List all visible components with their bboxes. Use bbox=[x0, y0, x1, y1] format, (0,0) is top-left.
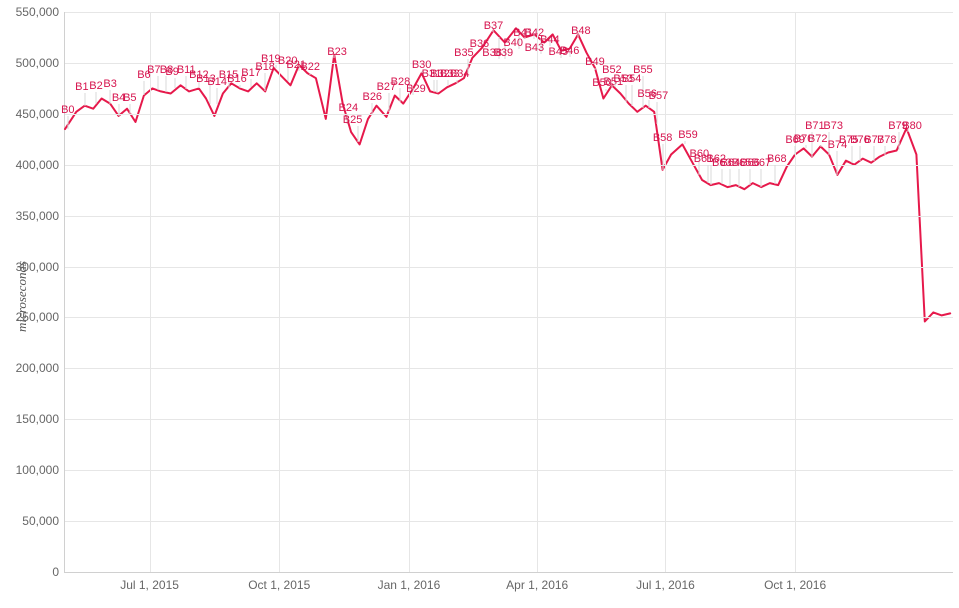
x-tick-label: Oct 1, 2016 bbox=[764, 572, 826, 592]
gridline-horizontal bbox=[65, 267, 953, 268]
line-series bbox=[65, 12, 953, 572]
gridline-vertical bbox=[665, 12, 666, 572]
gridline-horizontal bbox=[65, 470, 953, 471]
gridline-horizontal bbox=[65, 165, 953, 166]
gridline-horizontal bbox=[65, 216, 953, 217]
y-tick-label: 200,000 bbox=[16, 361, 65, 375]
x-tick-label: Jul 1, 2016 bbox=[636, 572, 695, 592]
y-tick-label: 400,000 bbox=[16, 158, 65, 172]
gridline-vertical bbox=[537, 12, 538, 572]
gridline-vertical bbox=[279, 12, 280, 572]
x-tick-label: Oct 1, 2015 bbox=[248, 572, 310, 592]
y-tick-label: 150,000 bbox=[16, 412, 65, 426]
gridline-vertical bbox=[409, 12, 410, 572]
y-tick-label: 550,000 bbox=[16, 5, 65, 19]
x-tick-label: Apr 1, 2016 bbox=[506, 572, 568, 592]
plot-area: 050,000100,000150,000200,000250,000300,0… bbox=[64, 12, 953, 573]
y-tick-label: 500,000 bbox=[16, 56, 65, 70]
gridline-vertical bbox=[795, 12, 796, 572]
y-tick-label: 300,000 bbox=[16, 260, 65, 274]
y-tick-label: 250,000 bbox=[16, 310, 65, 324]
gridline-horizontal bbox=[65, 317, 953, 318]
gridline-horizontal bbox=[65, 114, 953, 115]
gridline-horizontal bbox=[65, 12, 953, 13]
y-tick-label: 100,000 bbox=[16, 463, 65, 477]
x-tick-label: Jan 1, 2016 bbox=[378, 572, 441, 592]
gridline-horizontal bbox=[65, 63, 953, 64]
gridline-horizontal bbox=[65, 368, 953, 369]
x-tick-label: Jul 1, 2015 bbox=[120, 572, 179, 592]
microseconds-timeseries-chart: microseconds 050,000100,000150,000200,00… bbox=[0, 0, 959, 608]
gridline-vertical bbox=[150, 12, 151, 572]
y-tick-label: 0 bbox=[52, 565, 65, 579]
y-tick-label: 450,000 bbox=[16, 107, 65, 121]
gridline-horizontal bbox=[65, 521, 953, 522]
y-tick-label: 50,000 bbox=[22, 514, 65, 528]
series-path bbox=[65, 28, 950, 321]
y-tick-label: 350,000 bbox=[16, 209, 65, 223]
gridline-horizontal bbox=[65, 419, 953, 420]
